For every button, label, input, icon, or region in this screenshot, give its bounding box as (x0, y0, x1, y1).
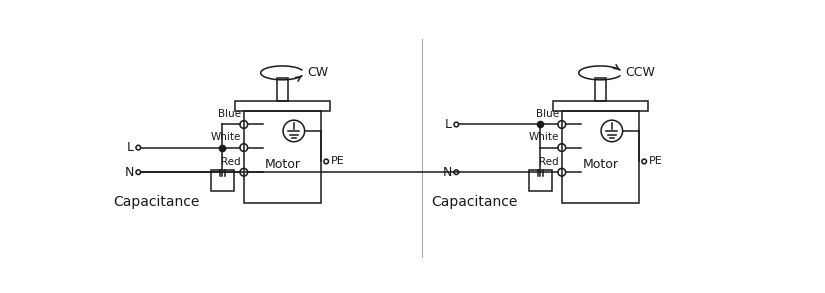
Text: N: N (442, 166, 452, 179)
Text: Red: Red (221, 157, 241, 167)
Text: Red: Red (539, 157, 559, 167)
Text: L: L (127, 141, 134, 154)
Text: CW: CW (308, 67, 329, 79)
Text: Blue: Blue (535, 109, 559, 119)
Text: N: N (125, 166, 134, 179)
Text: Capacitance: Capacitance (431, 195, 517, 209)
Text: PE: PE (648, 156, 662, 166)
Text: L: L (445, 118, 452, 131)
Text: PE: PE (331, 156, 345, 166)
Text: White: White (210, 132, 241, 142)
Text: Blue: Blue (218, 109, 241, 119)
Text: Motor: Motor (582, 158, 618, 171)
Text: Capacitance: Capacitance (113, 195, 200, 209)
Text: CCW: CCW (625, 67, 656, 79)
Text: White: White (528, 132, 559, 142)
Text: Motor: Motor (264, 158, 300, 171)
